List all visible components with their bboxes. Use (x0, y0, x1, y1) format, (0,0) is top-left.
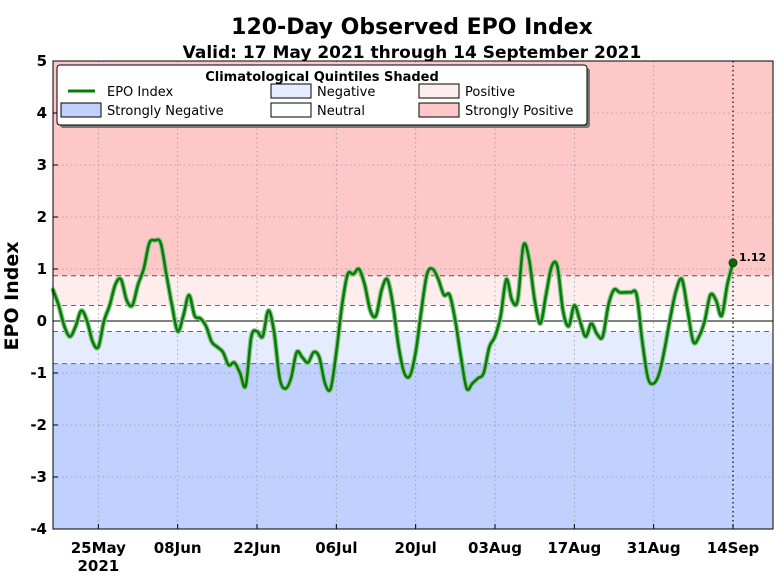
epo-series: 1.12 (50, 237, 766, 394)
y-tick-label: 0 (37, 312, 47, 330)
chart-title: 120-Day Observed EPO Index (231, 15, 593, 40)
y-tick-label: -2 (30, 416, 47, 434)
x-tick-label: 17Aug (547, 539, 601, 557)
x-tick-label: 14Sep (707, 539, 760, 557)
y-tick-label: 1 (37, 260, 47, 278)
x-tick-label: 06Jul (315, 539, 357, 557)
last-value-label: 1.12 (739, 251, 766, 264)
y-tick-label: 3 (37, 156, 47, 174)
legend-swatch-strongly-positive (418, 102, 460, 118)
plot-frame (52, 60, 774, 530)
legend-label: Neutral (317, 104, 365, 119)
y-tick-label: -1 (30, 364, 47, 382)
y-tick-label: 2 (37, 208, 47, 226)
x-tick-label: 20Jul (395, 539, 437, 557)
legend-label: Strongly Positive (465, 104, 573, 119)
legend-swatch-strongly-negative (60, 102, 102, 118)
legend-swatch-positive (418, 83, 460, 99)
x-tick-label: 03Aug (468, 539, 522, 557)
y-tick-label: 5 (37, 52, 47, 70)
y-tick-label: -3 (30, 468, 47, 486)
legend-label: EPO Index (107, 85, 174, 100)
chart-subtitle: Valid: 17 May 2021 through 14 September … (183, 43, 642, 63)
legend-title: Climatological Quintiles Shaded (205, 70, 439, 85)
y-axis-ticks: 5 4 3 2 1 0 -1 -2 -3 -4 (30, 52, 58, 538)
x-tick-year-label: 2021 (77, 557, 119, 575)
y-axis-label: EPO Index (1, 241, 23, 350)
legend-label: Positive (465, 85, 515, 100)
strongly-negative-band (53, 363, 773, 529)
x-tick-label: 25May (71, 539, 126, 557)
legend-label: Strongly Negative (107, 104, 224, 119)
quintile-shading (53, 61, 773, 529)
epo-line (51, 238, 735, 393)
neutral-band (53, 305, 773, 332)
y-tick-label: -4 (30, 520, 47, 538)
x-tick-label: 31Aug (627, 539, 681, 557)
x-tick-label: 22Jun (233, 539, 281, 557)
last-value-point (728, 258, 738, 268)
legend-swatch-negative (270, 83, 312, 99)
legend-label: Negative (317, 85, 375, 100)
legend: Climatological Quintiles Shaded EPO Inde… (56, 64, 590, 128)
y-tick-label: 4 (37, 104, 47, 122)
legend-swatch-neutral (270, 102, 312, 118)
positive-band (53, 275, 773, 306)
x-tick-label: 08Jun (154, 539, 202, 557)
